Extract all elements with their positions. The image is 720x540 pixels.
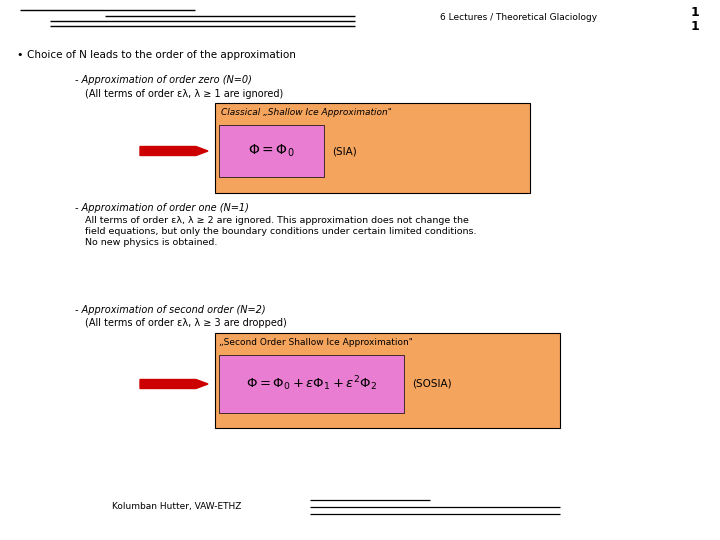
Text: field equations, but only the boundary conditions under certain limited conditio: field equations, but only the boundary c…	[85, 227, 477, 236]
Text: (SOSIA): (SOSIA)	[412, 379, 451, 389]
Text: „Second Order Shallow Ice Approximation": „Second Order Shallow Ice Approximation"	[219, 338, 413, 347]
Text: - Approximation of order one (N=1): - Approximation of order one (N=1)	[75, 203, 249, 213]
FancyArrow shape	[140, 146, 208, 156]
FancyBboxPatch shape	[215, 103, 530, 193]
FancyArrow shape	[140, 380, 208, 388]
Text: $\Phi = \Phi_0 + \varepsilon\Phi_1 + \varepsilon^2\Phi_2$: $\Phi = \Phi_0 + \varepsilon\Phi_1 + \va…	[246, 375, 377, 393]
Text: No new physics is obtained.: No new physics is obtained.	[85, 238, 217, 247]
Text: (All terms of order ελ, λ ≥ 1 are ignored): (All terms of order ελ, λ ≥ 1 are ignore…	[85, 89, 283, 99]
Text: (SIA): (SIA)	[332, 146, 356, 156]
Text: All terms of order ελ, λ ≥ 2 are ignored. This approximation does not change the: All terms of order ελ, λ ≥ 2 are ignored…	[85, 216, 469, 225]
Text: - Approximation of order zero (N=0): - Approximation of order zero (N=0)	[75, 75, 252, 85]
Text: 1: 1	[690, 19, 699, 32]
Text: •: •	[16, 50, 22, 60]
Text: $\Phi = \Phi_0$: $\Phi = \Phi_0$	[248, 143, 294, 159]
Text: Choice of N leads to the order of the approximation: Choice of N leads to the order of the ap…	[27, 50, 296, 60]
Text: (All terms of order ελ, λ ≥ 3 are dropped): (All terms of order ελ, λ ≥ 3 are droppe…	[85, 318, 287, 328]
Text: 6 Lectures / Theoretical Glaciology: 6 Lectures / Theoretical Glaciology	[440, 12, 597, 22]
Text: - Approximation of second order (N=2): - Approximation of second order (N=2)	[75, 305, 266, 315]
FancyBboxPatch shape	[219, 125, 324, 177]
Text: 1: 1	[690, 5, 699, 18]
Text: Kolumban Hutter, VAW-ETHZ: Kolumban Hutter, VAW-ETHZ	[112, 503, 241, 511]
FancyBboxPatch shape	[219, 355, 404, 413]
Text: Classical „Shallow Ice Approximation": Classical „Shallow Ice Approximation"	[221, 108, 392, 117]
FancyBboxPatch shape	[215, 333, 560, 428]
